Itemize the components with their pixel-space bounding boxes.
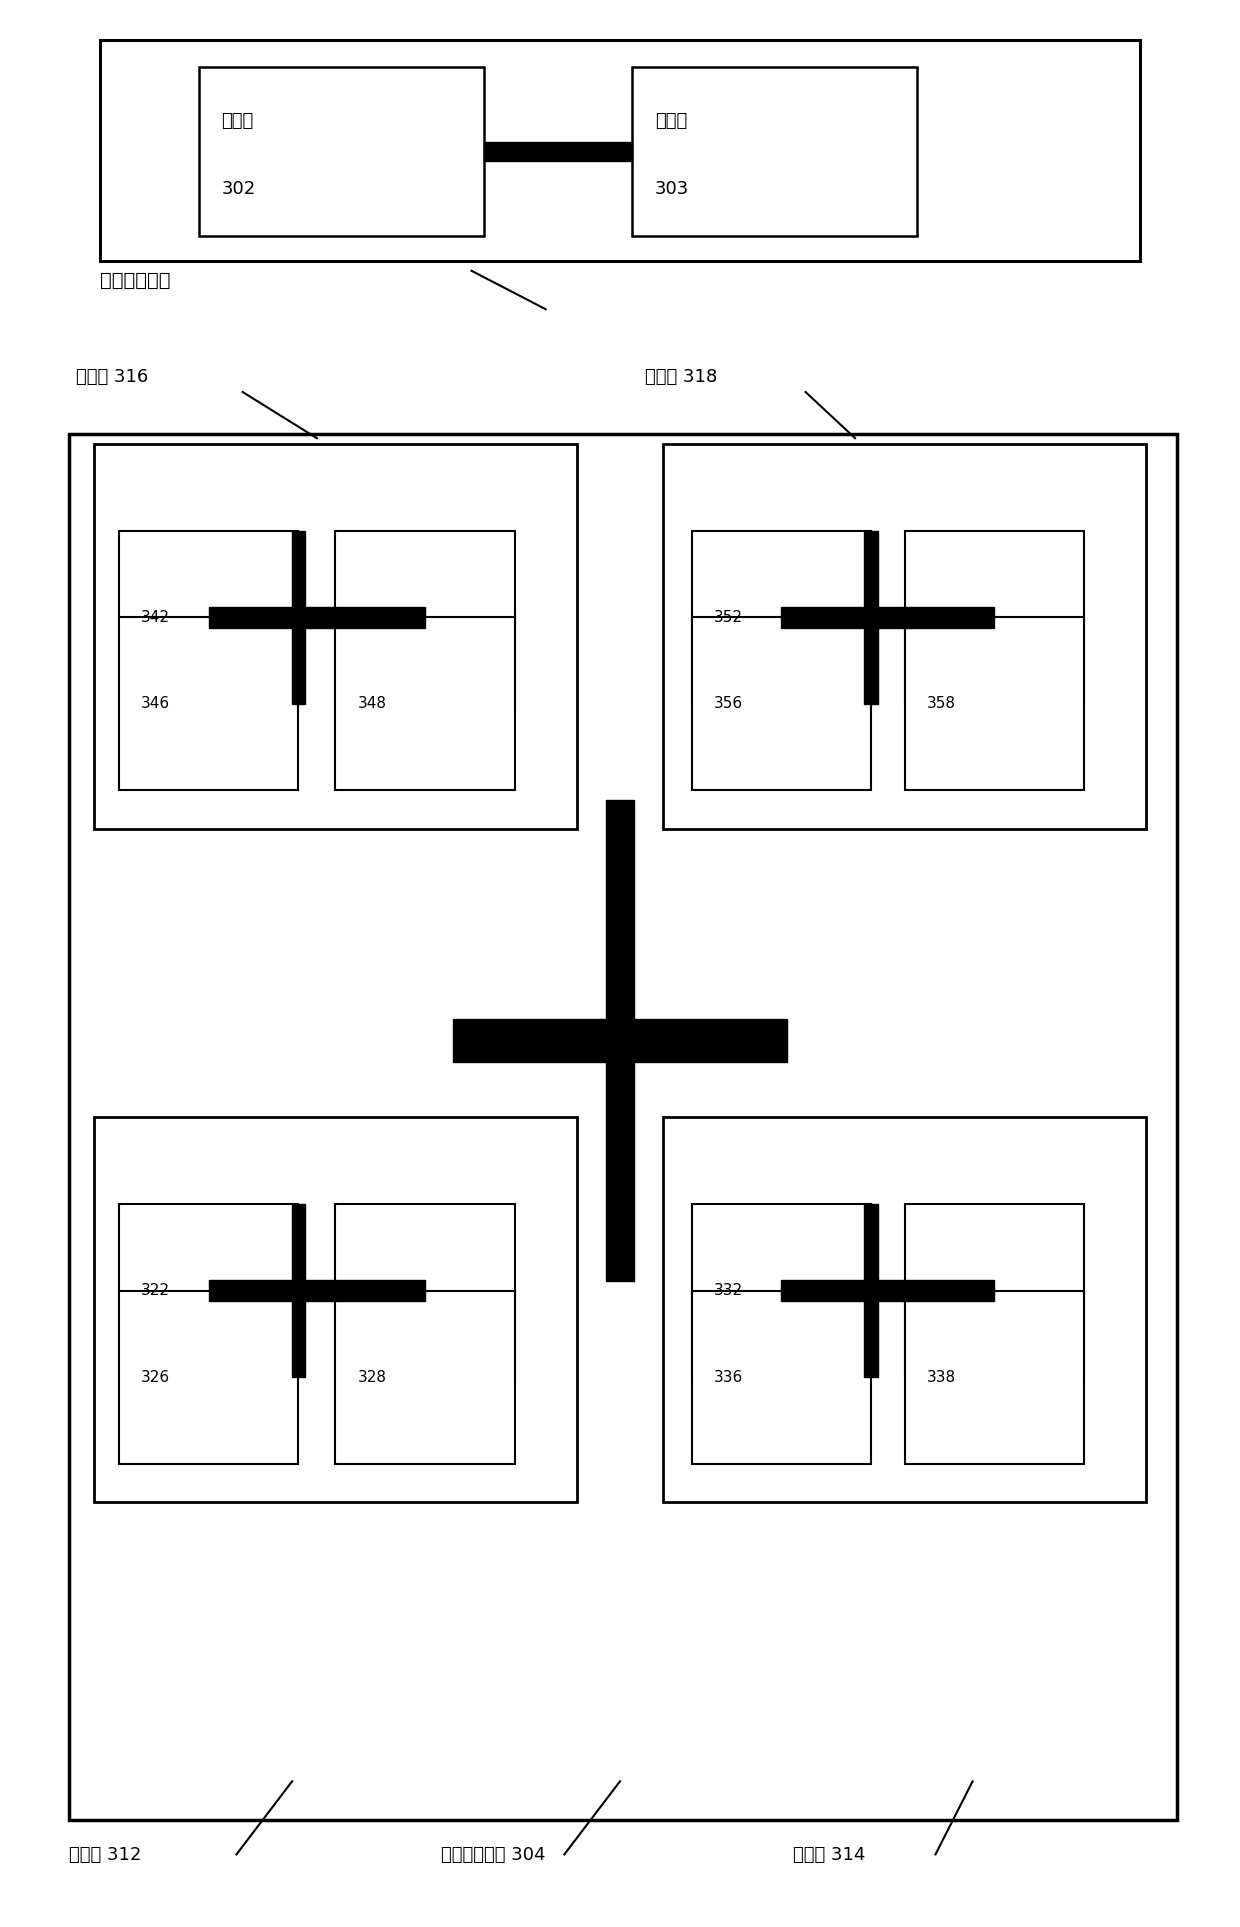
Text: 344: 344 — [357, 609, 387, 624]
Text: 303: 303 — [655, 179, 689, 198]
Bar — [692, 617, 872, 790]
Bar — [453, 1019, 787, 1062]
Bar — [904, 1291, 1084, 1465]
Text: 子模块: 子模块 — [655, 112, 687, 129]
Text: 子模块 312: 子模块 312 — [69, 1846, 141, 1863]
Bar — [100, 40, 1140, 262]
Bar — [208, 1280, 425, 1301]
Text: 子模块 318: 子模块 318 — [645, 368, 717, 385]
Bar — [291, 1204, 305, 1378]
Bar — [200, 67, 484, 237]
Text: 354: 354 — [926, 609, 956, 624]
Bar — [692, 1291, 872, 1465]
Bar — [864, 530, 878, 703]
Bar — [69, 434, 1177, 1819]
Bar — [119, 617, 299, 790]
Bar — [904, 530, 1084, 703]
Bar — [336, 617, 515, 790]
Bar — [94, 443, 577, 829]
Text: 352: 352 — [714, 609, 743, 624]
Text: 346: 346 — [141, 696, 170, 711]
Text: 322: 322 — [141, 1283, 170, 1299]
Text: 332: 332 — [714, 1283, 743, 1299]
Text: 324: 324 — [357, 1283, 387, 1299]
Text: 子模块 314: 子模块 314 — [794, 1846, 866, 1863]
Text: 338: 338 — [926, 1370, 956, 1386]
Bar — [904, 617, 1084, 790]
Text: 326: 326 — [141, 1370, 170, 1386]
Text: 334: 334 — [926, 1283, 956, 1299]
Bar — [336, 1204, 515, 1378]
Text: 302: 302 — [222, 179, 255, 198]
Bar — [336, 530, 515, 703]
Bar — [781, 1280, 994, 1301]
Bar — [484, 143, 632, 162]
Text: 子模块: 子模块 — [222, 112, 254, 129]
Text: 旧层次化设计: 旧层次化设计 — [100, 272, 171, 289]
Bar — [904, 1204, 1084, 1378]
Bar — [119, 530, 299, 703]
Bar — [692, 1204, 872, 1378]
Bar — [119, 1291, 299, 1465]
Bar — [864, 1204, 878, 1378]
Bar — [663, 1118, 1146, 1503]
Bar — [632, 67, 916, 237]
Text: 358: 358 — [926, 696, 956, 711]
Text: 新层次化设计 304: 新层次化设计 304 — [440, 1846, 546, 1863]
Bar — [208, 607, 425, 628]
Text: 356: 356 — [714, 696, 743, 711]
Bar — [119, 1204, 299, 1378]
Bar — [781, 607, 994, 628]
Bar — [336, 1291, 515, 1465]
Bar — [291, 530, 305, 703]
Text: 342: 342 — [141, 609, 170, 624]
Bar — [606, 800, 634, 1281]
Text: 336: 336 — [714, 1370, 743, 1386]
Bar — [663, 443, 1146, 829]
Bar — [692, 530, 872, 703]
Text: 348: 348 — [357, 696, 387, 711]
Bar — [94, 1118, 577, 1503]
Text: 328: 328 — [357, 1370, 387, 1386]
Text: 子模块 316: 子模块 316 — [76, 368, 148, 385]
